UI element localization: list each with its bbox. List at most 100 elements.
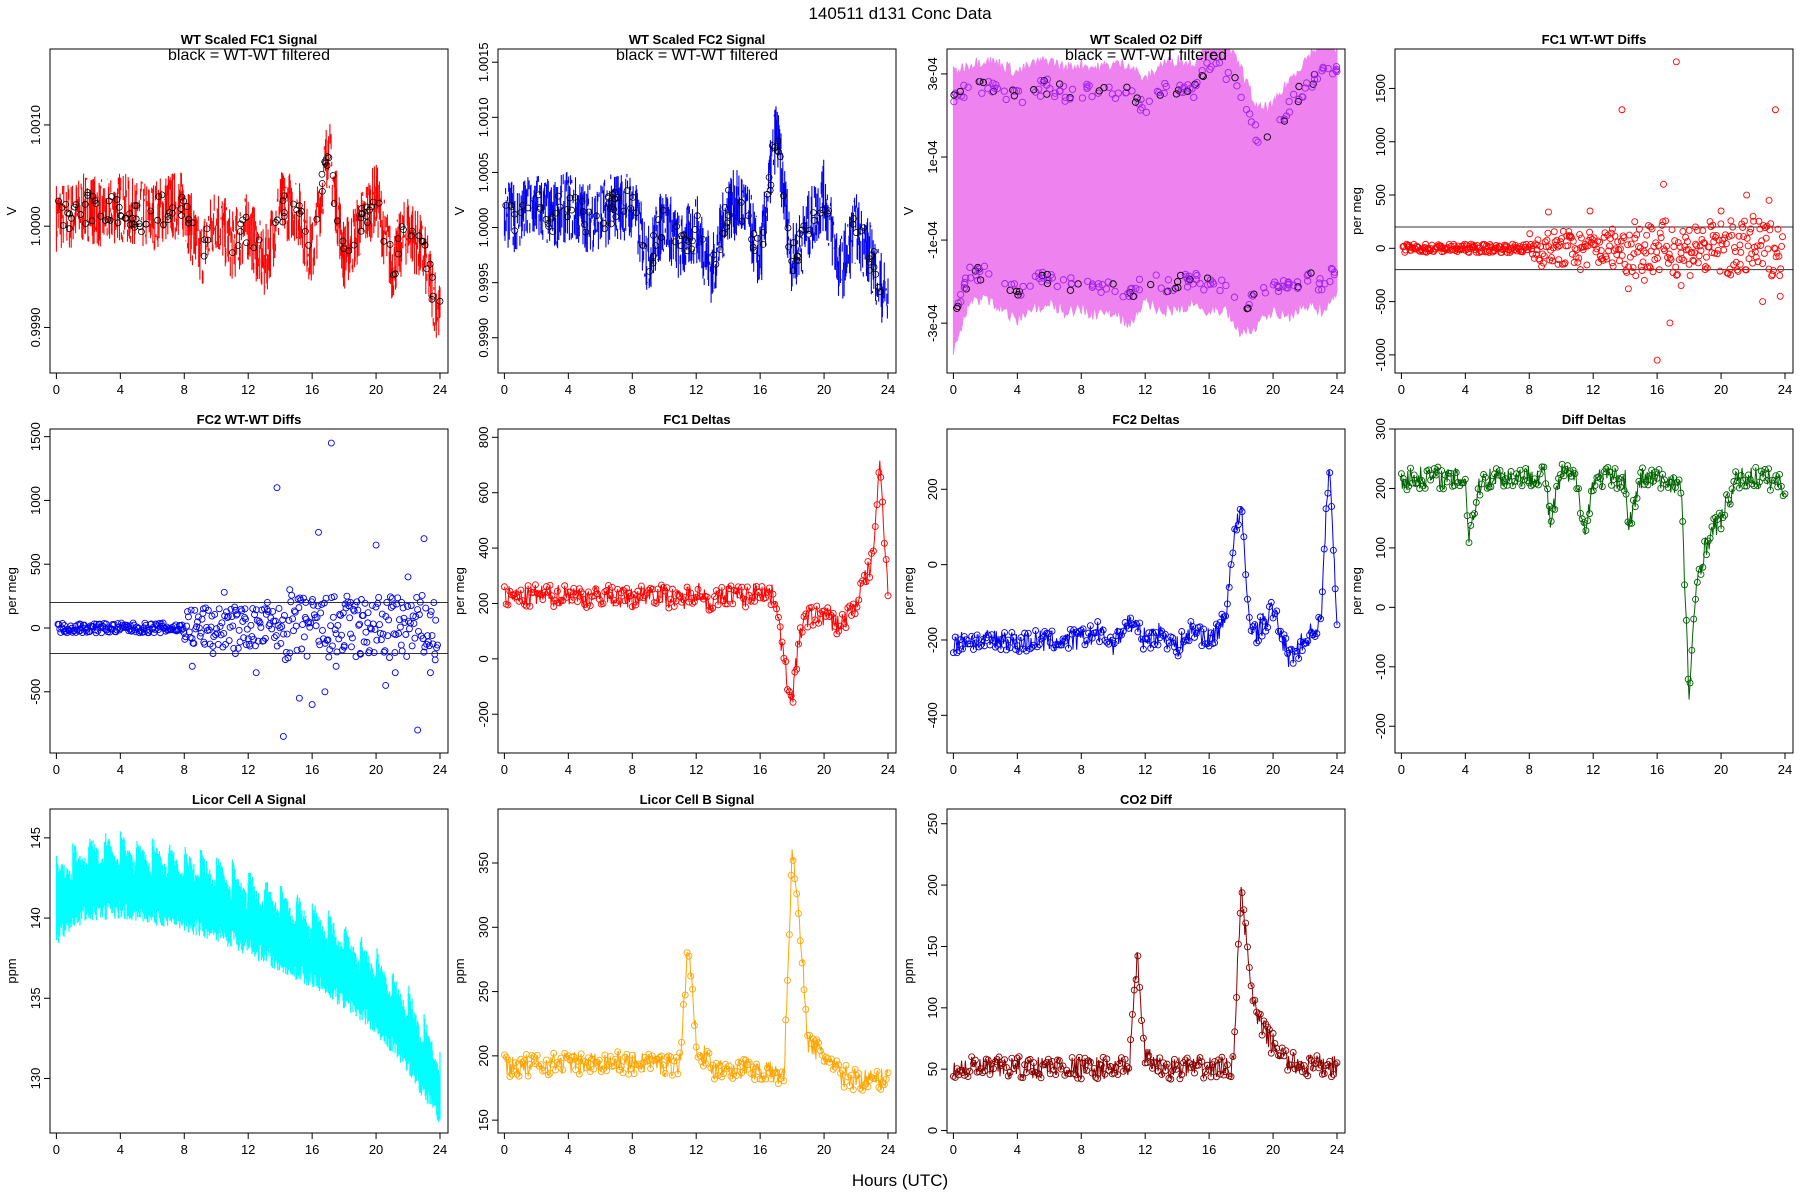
series-band (55, 831, 441, 1122)
series-point (990, 637, 998, 645)
series-point (813, 602, 821, 610)
scatter-point (308, 701, 316, 708)
series-point (1157, 284, 1165, 292)
series-point (1138, 635, 1145, 643)
series-point (1777, 482, 1785, 490)
series-point (1274, 287, 1283, 296)
scatter-point (1667, 256, 1675, 264)
scatter-point (1673, 271, 1680, 279)
filtered-point (627, 204, 635, 212)
x-tick-label: 0 (950, 1142, 957, 1157)
scatter-point (375, 594, 383, 601)
series-point (672, 1053, 680, 1061)
scatter-point (1586, 207, 1594, 215)
scatter-point (1564, 242, 1572, 250)
scatter-point (356, 620, 364, 628)
scatter-point (1771, 245, 1779, 253)
scatter-point (346, 614, 354, 622)
scatter-point (289, 615, 297, 623)
series-point (1244, 304, 1252, 312)
filtered-point (673, 222, 681, 230)
y-tick-label: 1.0000 (476, 208, 491, 248)
scatter-point (1605, 247, 1613, 255)
chart-title: WT Scaled O2 Diff (1090, 32, 1203, 47)
series-point (1172, 648, 1180, 656)
series-point (858, 1086, 866, 1094)
series-point (1302, 639, 1310, 647)
series-point (1169, 1066, 1177, 1074)
series-point (957, 298, 965, 306)
series-point (612, 1055, 620, 1063)
series-point (848, 611, 855, 619)
series-point (546, 1069, 554, 1077)
series-point (1333, 1059, 1341, 1067)
filtered-point (201, 236, 209, 244)
scatter-point (1638, 267, 1646, 275)
scatter-point (372, 603, 380, 611)
series-point (1118, 1054, 1125, 1062)
series-point (1279, 277, 1288, 285)
x-tick-label: 8 (181, 382, 188, 397)
scatter-point (250, 635, 258, 643)
series-point (855, 596, 863, 604)
series-point (864, 558, 872, 565)
scatter-point (420, 535, 428, 543)
filtered-point (59, 222, 67, 229)
series-point (595, 595, 603, 603)
series-point (1092, 1073, 1100, 1081)
scatter-point (1583, 261, 1591, 269)
filtered-point (178, 193, 186, 201)
series-point (1269, 614, 1277, 622)
series-point (1481, 473, 1489, 481)
series-point (1102, 285, 1111, 293)
scatter-point (228, 613, 236, 620)
scatter-point (251, 611, 258, 619)
series-point (648, 1052, 656, 1060)
series-point (745, 1058, 753, 1066)
series-point (1075, 627, 1083, 635)
x-tick-label: 20 (1266, 1142, 1280, 1157)
x-tick-label: 8 (181, 762, 188, 777)
series-point (1251, 996, 1259, 1004)
series-point (1291, 1065, 1299, 1073)
scatter-point (283, 630, 291, 638)
x-tick-label: 0 (501, 762, 508, 777)
series-point (1101, 636, 1109, 644)
scatter-point (414, 726, 422, 734)
filtered-point (872, 270, 880, 278)
scatter-point (178, 621, 186, 629)
series-point (557, 1054, 565, 1062)
series-point (967, 274, 975, 282)
filtered-point (185, 216, 193, 223)
series-point (765, 584, 773, 592)
scatter-point (1772, 253, 1780, 261)
series-point (1261, 289, 1269, 297)
y-tick-label: -1e-04 (925, 221, 940, 259)
filtered-point (114, 219, 122, 227)
plot-area (950, 49, 1341, 355)
plot-frame (946, 808, 1346, 1134)
filtered-point (363, 203, 371, 211)
series-line (952, 886, 1338, 1080)
series-point (974, 276, 982, 285)
scatter-point (201, 640, 209, 648)
x-tick-label: 8 (181, 1142, 188, 1157)
series-point (524, 1072, 532, 1080)
filtered-point (723, 219, 731, 227)
series-point (1132, 284, 1140, 293)
series-point (522, 602, 530, 610)
series-point (1037, 76, 1045, 85)
series-point (800, 986, 808, 994)
x-tick-label: 12 (689, 1142, 703, 1157)
series-point (1432, 471, 1440, 479)
scatter-point (348, 634, 356, 642)
filtered-point (279, 197, 287, 205)
filtered-point (82, 220, 90, 227)
filtered-point (92, 200, 100, 207)
scatter-point (394, 594, 402, 602)
series-point (1503, 481, 1511, 489)
series-point (1472, 499, 1480, 506)
series-point (1264, 623, 1272, 631)
